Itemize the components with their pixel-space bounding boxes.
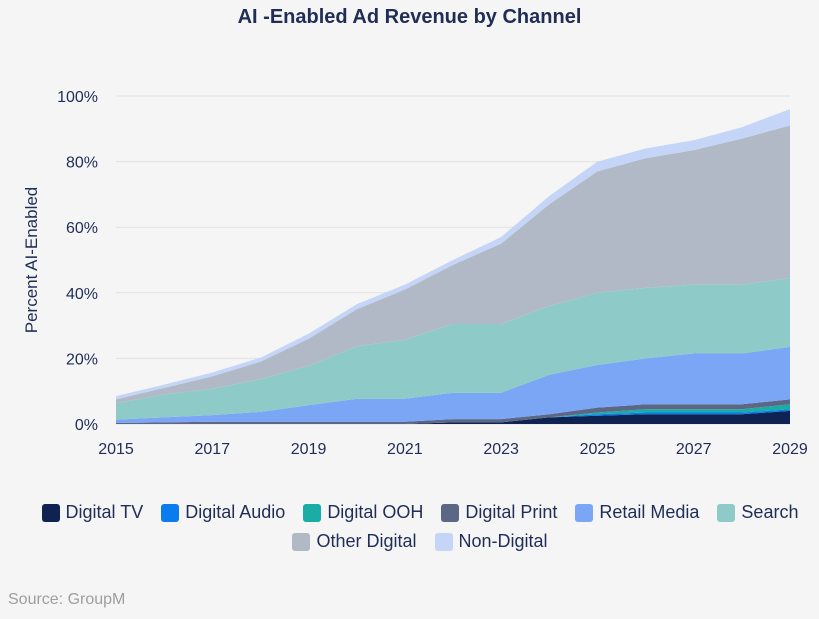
legend-item-digital-tv: Digital TV bbox=[41, 502, 144, 523]
area-other-digital bbox=[116, 125, 790, 404]
legend-label: Digital TV bbox=[65, 502, 144, 522]
legend-item-digital-print: Digital Print bbox=[441, 502, 557, 523]
x-tick-label: 2015 bbox=[98, 441, 134, 458]
legend-swatch bbox=[292, 532, 311, 551]
x-tick-label: 2029 bbox=[772, 441, 808, 458]
y-tick-label: 0% bbox=[75, 417, 98, 434]
legend-item-search: Search bbox=[717, 502, 798, 523]
area-digital-tv bbox=[116, 410, 790, 424]
y-tick-label: 60% bbox=[66, 220, 98, 237]
x-tick-label: 2017 bbox=[194, 441, 230, 458]
legend-swatch bbox=[575, 503, 594, 522]
legend-label: Search bbox=[741, 502, 799, 522]
area-series bbox=[116, 109, 790, 424]
area-search bbox=[116, 278, 790, 420]
y-tick-label: 40% bbox=[66, 286, 98, 303]
legend-swatch bbox=[161, 503, 180, 522]
legend-swatch bbox=[303, 503, 322, 522]
legend-item-retail-media: Retail Media bbox=[575, 502, 699, 523]
legend-item-other-digital: Other Digital bbox=[292, 531, 417, 552]
legend-label: Non-Digital bbox=[458, 531, 548, 551]
legend-label: Digital Print bbox=[465, 502, 558, 522]
y-axis-title: Percent AI-Enabled bbox=[22, 187, 41, 333]
legend-item-digital-ooh: Digital OOH bbox=[303, 502, 423, 523]
legend-label: Digital OOH bbox=[327, 502, 424, 522]
legend-label: Digital Audio bbox=[185, 502, 286, 522]
legend-label: Retail Media bbox=[599, 502, 700, 522]
y-tick-label: 20% bbox=[66, 351, 98, 368]
legend-swatch bbox=[441, 503, 460, 522]
area-non-digital bbox=[116, 109, 790, 400]
legend-swatch bbox=[434, 532, 453, 551]
y-tick-label: 80% bbox=[66, 155, 98, 172]
area-chart: 0% 20% 40% 60% 80% 100% 2015 2017 2019 2021 2023 20… bbox=[22, 89, 808, 458]
x-tick-label: 2027 bbox=[676, 441, 712, 458]
legend-swatch bbox=[41, 503, 60, 522]
x-tick-label: 2023 bbox=[483, 441, 519, 458]
legend-swatch bbox=[717, 503, 736, 522]
source-note: Source: GroupM bbox=[8, 591, 126, 608]
legend-label: Other Digital bbox=[316, 531, 417, 551]
x-tick-label: 2025 bbox=[580, 441, 616, 458]
x-tick-label: 2021 bbox=[387, 441, 423, 458]
y-tick-label: 100% bbox=[57, 89, 98, 106]
legend-item-digital-audio: Digital Audio bbox=[161, 502, 285, 523]
area-retail-media bbox=[116, 346, 790, 423]
legend-item-non-digital: Non-Digital bbox=[434, 531, 548, 552]
x-tick-label: 2019 bbox=[291, 441, 327, 458]
axis-ticks: 0% 20% 40% 60% 80% 100% 2015 2017 2019 2021 2023 20… bbox=[57, 89, 808, 458]
chart-title: AI -Enabled Ad Revenue by Channel bbox=[237, 6, 582, 28]
legend: Digital TV Digital Audio Digital OOH Digita… bbox=[30, 500, 810, 558]
